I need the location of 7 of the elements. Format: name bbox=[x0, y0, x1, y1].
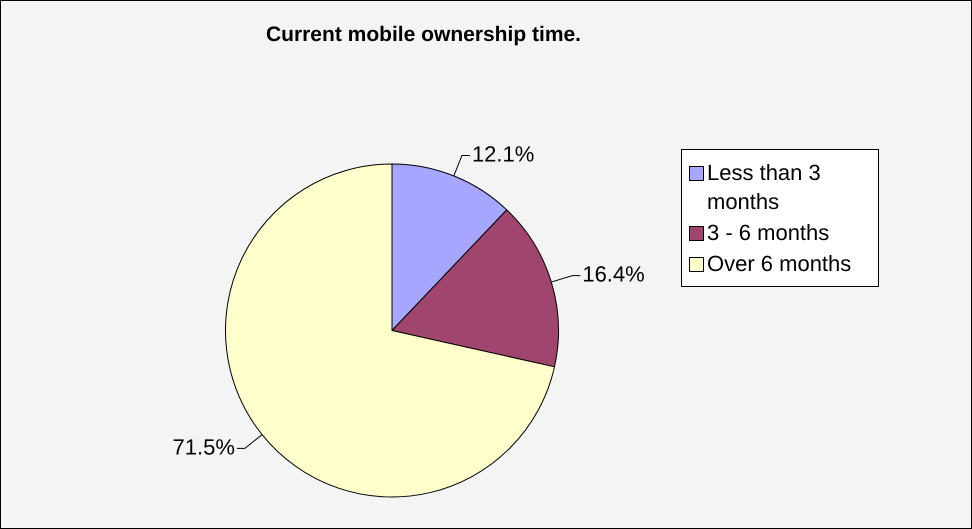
data-label: 12.1% bbox=[472, 142, 534, 167]
data-label: 71.5% bbox=[172, 434, 235, 460]
data-label: 16.4% bbox=[582, 262, 645, 287]
legend-label: Over 6 months bbox=[707, 250, 852, 278]
chart-title: Current mobile ownership time. bbox=[264, 23, 582, 47]
legend-label: Less than 3 months bbox=[707, 159, 822, 216]
legend-label: 3 - 6 months bbox=[707, 219, 830, 247]
